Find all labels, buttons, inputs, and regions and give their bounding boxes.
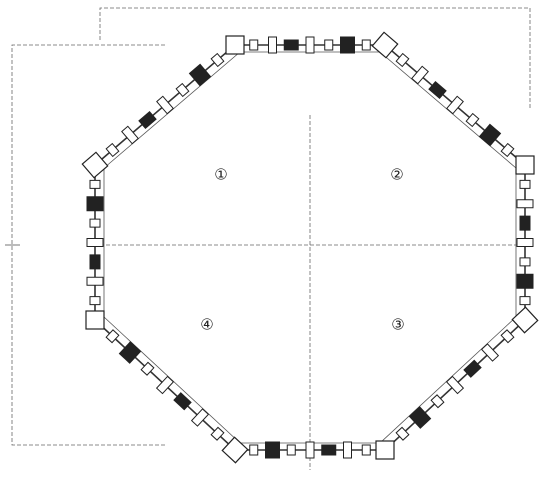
beamline-part bbox=[265, 441, 280, 459]
beamline-part bbox=[121, 125, 139, 145]
beamline-part bbox=[516, 199, 534, 209]
beamline-part bbox=[89, 179, 101, 189]
beamline-part bbox=[86, 238, 104, 247]
beamline-part bbox=[408, 406, 432, 429]
beamline-part bbox=[105, 329, 120, 344]
outer-dimension bbox=[99, 7, 531, 110]
beamline-part bbox=[225, 35, 245, 55]
beamline-part bbox=[361, 39, 371, 51]
quadrant-label: ④ bbox=[200, 316, 213, 334]
quadrant-label: ③ bbox=[391, 316, 404, 334]
beamline-part bbox=[190, 408, 210, 427]
beamline-part bbox=[305, 441, 315, 459]
beamline-part bbox=[138, 110, 157, 130]
beamline-part bbox=[395, 52, 410, 68]
beamline-part bbox=[249, 39, 259, 51]
beamline-part bbox=[515, 155, 535, 175]
beamline-part bbox=[155, 375, 175, 395]
beamline-part bbox=[516, 273, 534, 289]
quadrant-label: ① bbox=[214, 166, 227, 184]
beamline-part bbox=[156, 95, 174, 115]
beamline-part bbox=[268, 36, 277, 54]
beamline-part bbox=[324, 39, 334, 51]
beamline-part bbox=[321, 444, 337, 456]
beamline-part bbox=[428, 80, 447, 100]
beamline-part bbox=[249, 444, 259, 456]
beamline-part bbox=[361, 444, 371, 456]
beamline-part bbox=[371, 31, 399, 59]
beamline-part bbox=[519, 179, 531, 189]
beamline-part bbox=[500, 142, 515, 158]
beamline-part bbox=[511, 306, 539, 334]
beamline-part bbox=[118, 341, 142, 364]
beamline-part bbox=[516, 238, 534, 247]
beamline-part bbox=[411, 65, 429, 85]
beamline-part bbox=[85, 310, 105, 330]
beamline-part bbox=[446, 95, 464, 115]
beamline-part bbox=[86, 196, 104, 212]
beamline-part bbox=[89, 254, 101, 270]
quadrant-label: ② bbox=[390, 166, 403, 184]
beamline-part bbox=[286, 444, 296, 456]
beamline-part bbox=[465, 112, 480, 128]
beamline-part bbox=[210, 426, 225, 441]
beamline-part bbox=[478, 123, 502, 147]
beamline-part bbox=[375, 440, 395, 460]
beamline-part bbox=[210, 52, 225, 68]
components bbox=[81, 31, 539, 464]
beamline-part bbox=[343, 441, 352, 459]
beamline-part bbox=[500, 329, 515, 344]
beamline-part bbox=[430, 394, 445, 409]
beamline-part bbox=[89, 218, 101, 228]
beamline-part bbox=[140, 361, 155, 376]
beamline-part bbox=[221, 436, 249, 464]
beamline-part bbox=[86, 276, 104, 286]
beamline-part bbox=[175, 82, 190, 98]
beamline-part bbox=[480, 343, 500, 362]
beamline-part bbox=[445, 375, 465, 395]
beamline-part bbox=[105, 142, 120, 158]
beamline-part bbox=[188, 63, 212, 87]
beamline-part bbox=[305, 36, 315, 54]
beamline-part bbox=[395, 426, 410, 441]
beamline-part bbox=[519, 296, 531, 306]
beamline-part bbox=[340, 36, 355, 54]
beamline-part bbox=[519, 215, 531, 231]
beamline-part bbox=[173, 392, 192, 411]
beamline-part bbox=[463, 359, 482, 378]
beamline-part bbox=[519, 257, 531, 267]
beamline-part bbox=[283, 39, 299, 51]
beamline-part bbox=[89, 296, 101, 306]
beamline-part bbox=[81, 151, 109, 179]
